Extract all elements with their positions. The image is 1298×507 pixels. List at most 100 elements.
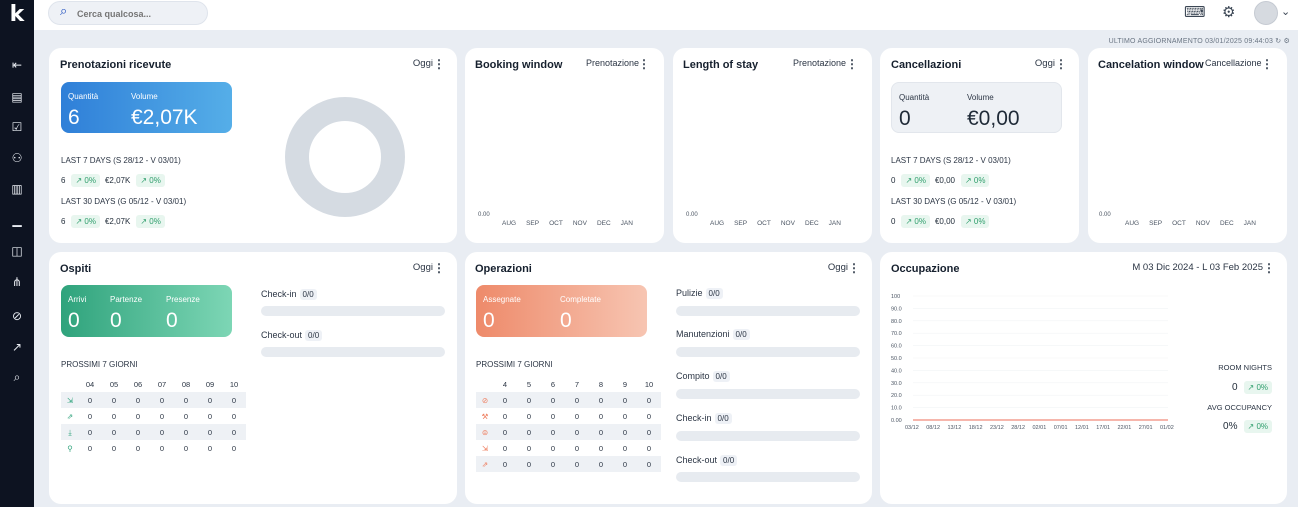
next-7-days-title: PROSSIMI 7 GIORNI — [476, 360, 553, 369]
table-cell: 0 — [207, 412, 213, 421]
x-tick-label: 02/01 — [1033, 425, 1047, 431]
room-nights-value: 0 — [1231, 382, 1238, 393]
volume-value: €2,07K — [131, 106, 198, 129]
y-tick-label: 10.0 — [891, 406, 902, 412]
x-tick-label: 28/12 — [1011, 425, 1025, 431]
filter-selector[interactable]: Prenotazione — [586, 58, 640, 68]
quantity-label: Quantità — [899, 93, 930, 102]
avatar[interactable] — [1254, 1, 1278, 25]
last-7-days-row: 0 ↗ 0% €0,00 ↗ 0% — [891, 174, 994, 187]
table-cell: 0 — [207, 428, 213, 437]
card-title: Operazioni — [475, 263, 532, 275]
analytics-icon[interactable]: ◫ — [11, 244, 23, 258]
sidebar: k ⇤ ▤ ☑ ⚇ ▥ ▁ ◫ ⋔ ⊘ ↗ ⌕ — [0, 0, 34, 507]
table-cell: 0 — [622, 428, 628, 437]
y-tick-label: 50.0 — [891, 356, 902, 362]
search-input[interactable] — [77, 6, 197, 21]
completed-value: 0 — [560, 309, 572, 332]
volume-value: €0,00 — [967, 107, 1020, 130]
departures-value: 0 — [110, 309, 122, 332]
table-cell: 0 — [646, 412, 652, 421]
table-cell: 0 — [526, 460, 532, 469]
trend-badge: ↗ 0% — [960, 174, 990, 187]
more-icon[interactable]: ⋮ — [848, 261, 860, 275]
room-nights-label: ROOM NIGHTS — [1218, 363, 1272, 372]
more-icon[interactable]: ⋮ — [1263, 261, 1275, 275]
checkout-label: Check-out 0/0 — [261, 330, 323, 341]
departures-label: Partenze — [110, 295, 143, 304]
guests-icon[interactable]: ⚇ — [11, 151, 23, 165]
x-tick-label: 27/01 — [1139, 425, 1153, 431]
donut-chart — [285, 97, 405, 217]
table-cell: 0 — [550, 396, 556, 405]
search-box[interactable]: ⌕ — [48, 1, 208, 25]
booking-window-card: Booking window Prenotazione ⋮ 0.00 AUG SE… — [465, 48, 664, 243]
table-cell: 0 — [231, 444, 237, 453]
table-cell: 0 — [159, 412, 165, 421]
chat-icon[interactable]: ⌨ — [1184, 3, 1206, 21]
table-cell: 0 — [183, 412, 189, 421]
y-tick-label: 40.0 — [891, 368, 902, 374]
table-cell: 0 — [111, 428, 117, 437]
date-range-selector[interactable]: M 03 Dic 2024 - L 03 Feb 2025 — [1132, 262, 1263, 273]
cleaning-progress — [676, 306, 860, 316]
table-cell: 0 — [231, 396, 237, 405]
reports-icon[interactable]: ▁ — [12, 213, 22, 227]
table-cell: 0 — [622, 396, 628, 405]
maintenance-label: Manutenzioni 0/0 — [676, 329, 750, 340]
x-tick-label: 23/12 — [990, 425, 1004, 431]
row-type-icon: ⚲ — [67, 444, 73, 453]
table-cell: 0 — [231, 412, 237, 421]
document-icon[interactable]: ▥ — [11, 182, 23, 196]
chevron-down-icon[interactable]: ⌄ — [1281, 5, 1291, 18]
chat-icon[interactable]: ⌕ — [13, 370, 21, 384]
trend-icon[interactable]: ↗ — [11, 340, 23, 354]
settings-small-icon[interactable]: ⚙ — [1283, 38, 1290, 45]
table-cell: 0 — [502, 460, 508, 469]
period-selector[interactable]: Oggi — [827, 262, 848, 273]
more-icon[interactable]: ⋮ — [1055, 57, 1067, 71]
y-tick-label: 60.0 — [891, 344, 902, 350]
table-cell: 0 — [646, 460, 652, 469]
period-selector[interactable]: Oggi — [412, 262, 433, 273]
table-cell: 0 — [159, 428, 165, 437]
y-tick-label: 20.0 — [891, 393, 902, 399]
period-selector[interactable]: Oggi — [1034, 58, 1055, 69]
organization-icon[interactable]: ⋔ — [11, 275, 23, 289]
row-type-icon: ⊘ — [481, 396, 489, 405]
more-icon[interactable]: ⋮ — [638, 57, 650, 71]
table-cell: 0 — [135, 412, 141, 421]
table-header: 4 5 6 7 8 9 10 — [476, 376, 661, 392]
more-icon[interactable]: ⋮ — [433, 57, 445, 71]
table-row: ⚒ 0 0 0 0 0 0 0 — [476, 408, 661, 424]
last-7-quantity: 0 — [891, 176, 896, 185]
filter-selector[interactable]: Cancellazione — [1205, 58, 1262, 68]
table-cell: 0 — [646, 428, 652, 437]
search-icon: ⌕ — [60, 4, 68, 19]
last-7-days-title: LAST 7 DAYS (S 28/12 - V 03/01) — [891, 156, 1011, 165]
collapse-icon[interactable]: ⇤ — [11, 58, 23, 72]
checklist-icon[interactable]: ☑ — [11, 120, 23, 134]
table-header: 04 05 06 07 08 09 10 — [61, 376, 246, 392]
bookings-icon[interactable]: ▤ — [11, 90, 23, 104]
table-cell: 0 — [502, 444, 508, 453]
cleaning-icon[interactable]: ⊘ — [11, 309, 23, 323]
more-icon[interactable]: ⋮ — [846, 57, 858, 71]
avg-occupancy-value: 0% — [1223, 421, 1238, 432]
gear-icon[interactable]: ⚙ — [1222, 3, 1236, 21]
more-icon[interactable]: ⋮ — [1261, 57, 1273, 71]
day-header: 7 — [574, 380, 580, 389]
last-30-days-title: LAST 30 DAYS (G 05/12 - V 03/01) — [61, 197, 187, 206]
x-axis: AUG SEP OCT NOV DEC JAN — [502, 220, 643, 227]
table-cell: 0 — [622, 444, 628, 453]
period-selector[interactable]: Oggi — [412, 58, 433, 69]
table-cell: 0 — [598, 428, 604, 437]
filter-selector[interactable]: Prenotazione — [793, 58, 847, 68]
x-tick-label: SEP — [734, 220, 748, 227]
refresh-icon[interactable]: ↻ — [1275, 38, 1282, 45]
last-update-label: ULTIMO AGGIORNAMENTO 03/01/2025 09:44:03… — [1108, 38, 1290, 45]
y-tick-label: 30.0 — [891, 381, 902, 387]
more-icon[interactable]: ⋮ — [433, 261, 445, 275]
table-cell: 0 — [646, 396, 652, 405]
last-30-days-title: LAST 30 DAYS (G 05/12 - V 03/01) — [891, 197, 1017, 206]
